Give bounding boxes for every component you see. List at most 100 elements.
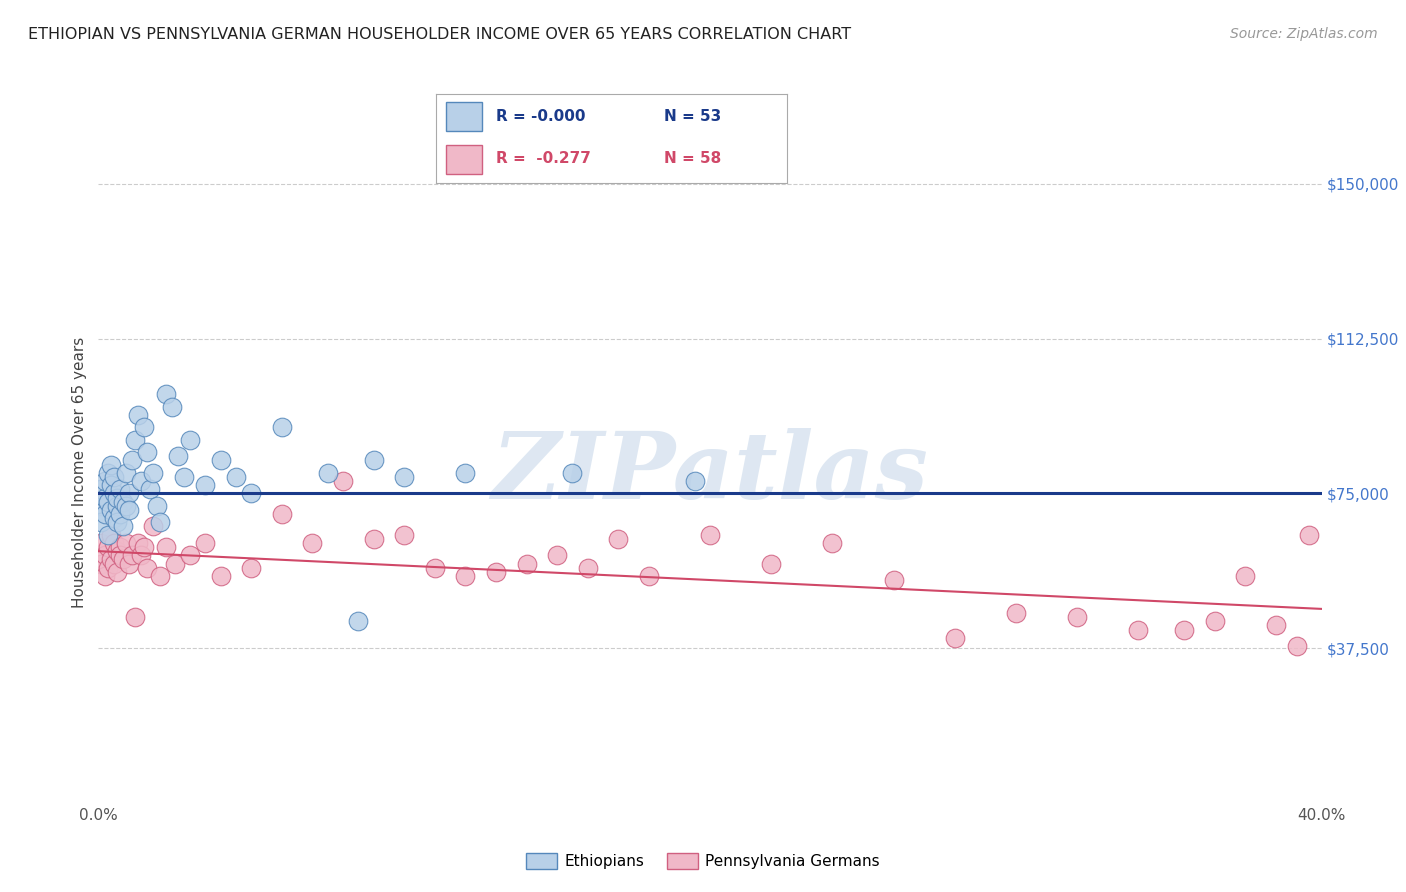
Point xyxy=(155,387,177,401)
Point xyxy=(97,527,120,541)
Point xyxy=(111,519,134,533)
Point xyxy=(103,470,125,484)
Point xyxy=(105,565,128,579)
Point xyxy=(142,519,165,533)
Point xyxy=(90,516,112,530)
Text: ETHIOPIAN VS PENNSYLVANIA GERMAN HOUSEHOLDER INCOME OVER 65 YEARS CORRELATION CH: ETHIOPIAN VS PENNSYLVANIA GERMAN HOUSEHO… xyxy=(28,27,851,42)
Point xyxy=(108,540,131,554)
FancyBboxPatch shape xyxy=(447,145,481,174)
Text: N = 53: N = 53 xyxy=(665,109,721,124)
Point xyxy=(363,532,385,546)
Text: R = -0.000: R = -0.000 xyxy=(496,109,585,124)
Point xyxy=(100,552,122,566)
Point xyxy=(90,482,112,496)
Point xyxy=(194,478,217,492)
Text: Source: ZipAtlas.com: Source: ZipAtlas.com xyxy=(1230,27,1378,41)
Text: ZIPatlas: ZIPatlas xyxy=(492,428,928,517)
Point xyxy=(103,536,125,550)
Point xyxy=(423,560,446,574)
Point xyxy=(821,536,844,550)
Point xyxy=(105,499,128,513)
Point xyxy=(301,536,323,550)
Point xyxy=(1004,606,1026,620)
Point xyxy=(103,511,125,525)
Point xyxy=(209,453,232,467)
Point xyxy=(90,557,112,571)
Point xyxy=(699,527,721,541)
Point xyxy=(124,433,146,447)
Point xyxy=(392,527,416,541)
Text: R =  -0.277: R = -0.277 xyxy=(496,152,591,166)
Point xyxy=(118,486,141,500)
Point xyxy=(454,466,477,480)
Point xyxy=(115,466,138,480)
Point xyxy=(454,569,477,583)
Point xyxy=(270,507,292,521)
Point xyxy=(167,450,190,464)
Point xyxy=(332,474,354,488)
Point xyxy=(179,433,201,447)
Point xyxy=(97,560,120,574)
Point xyxy=(108,482,131,496)
Point xyxy=(108,507,131,521)
Point xyxy=(103,557,125,571)
Point xyxy=(115,536,138,550)
Point xyxy=(637,569,661,583)
Point xyxy=(127,408,149,422)
Y-axis label: Householder Income Over 65 years: Householder Income Over 65 years xyxy=(72,337,87,608)
Point xyxy=(240,486,263,500)
Point xyxy=(1298,527,1320,541)
Point xyxy=(100,527,122,541)
Point xyxy=(93,491,115,505)
Point xyxy=(149,569,172,583)
Point xyxy=(1204,614,1226,628)
Point xyxy=(97,494,120,508)
Point xyxy=(240,560,263,574)
Point xyxy=(105,516,128,530)
Point xyxy=(149,516,172,530)
Point xyxy=(105,491,128,505)
Point xyxy=(194,536,217,550)
Point xyxy=(1128,623,1150,637)
Point xyxy=(136,560,159,574)
Point xyxy=(100,458,122,472)
Point xyxy=(546,548,568,563)
Point xyxy=(93,569,115,583)
Point xyxy=(134,420,156,434)
Legend: Ethiopians, Pennsylvania Germans: Ethiopians, Pennsylvania Germans xyxy=(520,847,886,875)
Point xyxy=(97,466,120,480)
Point xyxy=(209,569,232,583)
Point xyxy=(759,557,782,571)
Point xyxy=(392,470,416,484)
Point xyxy=(883,573,905,587)
Point xyxy=(121,548,143,563)
Point xyxy=(179,548,201,563)
Point xyxy=(485,565,508,579)
Point xyxy=(136,445,159,459)
Point xyxy=(115,499,138,513)
Point xyxy=(111,494,134,508)
Point xyxy=(160,400,183,414)
Point xyxy=(943,631,966,645)
Point xyxy=(145,499,167,513)
Point xyxy=(108,548,131,563)
Point xyxy=(316,466,339,480)
Point xyxy=(100,503,122,517)
Point xyxy=(1264,618,1286,632)
Point xyxy=(139,482,162,496)
Point xyxy=(607,532,630,546)
Point xyxy=(225,470,247,484)
Point xyxy=(103,486,125,500)
Point xyxy=(134,540,156,554)
Point xyxy=(97,540,120,554)
Point xyxy=(1173,623,1195,637)
Point xyxy=(270,420,292,434)
Point xyxy=(118,503,141,517)
Point xyxy=(124,610,146,624)
Point xyxy=(121,453,143,467)
Point xyxy=(105,544,128,558)
Point xyxy=(516,557,538,571)
Point xyxy=(100,478,122,492)
Point xyxy=(1066,610,1088,624)
Point xyxy=(118,557,141,571)
